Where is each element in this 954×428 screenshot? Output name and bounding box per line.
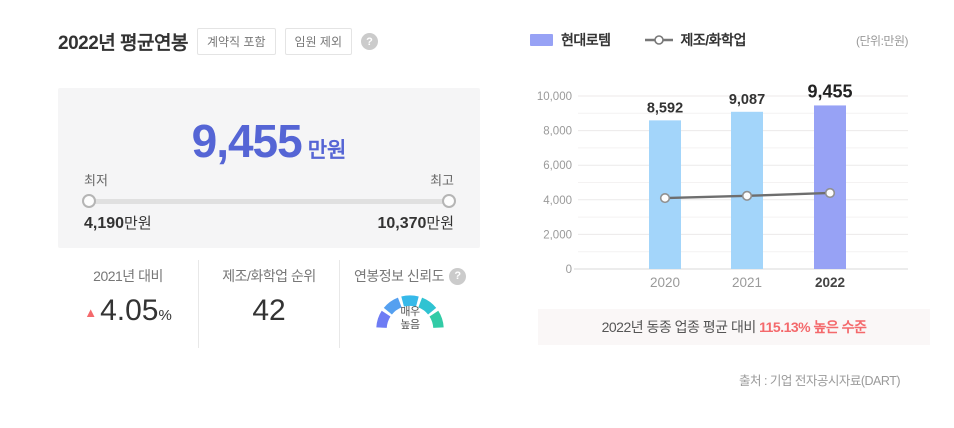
svg-text:6,000: 6,000	[543, 160, 572, 172]
svg-text:10,000: 10,000	[537, 91, 572, 103]
salary-range-slider: 최저 최고 4,190만원 10,370만원	[82, 170, 456, 233]
slider-handle-min[interactable]	[82, 194, 96, 208]
stats-row: 2021년 대비 ▲ 4.05% 제조/화학업 순위 42 연봉정보 신뢰도 ?	[58, 260, 480, 348]
annotation-prefix: 2022년 동종 업종 평균 대비	[601, 319, 760, 335]
range-values: 4,190만원 10,370만원	[84, 212, 454, 233]
gauge-segment-3	[401, 295, 419, 307]
salary-bar-chart: 0 2,000 4,000 6,000 8,000 10,000 8,592 9,087 9,4…	[537, 81, 908, 290]
svg-text:8,000: 8,000	[543, 126, 572, 138]
svg-text:8,592: 8,592	[647, 100, 683, 116]
up-arrow-icon: ▲	[84, 305, 98, 320]
left-panel: 2022년 평균연봉 계약직 포함 임원 제외 ? 9,455 만원 최저 최고 …	[58, 0, 480, 428]
badge-contract-included: 계약직 포함	[196, 28, 276, 55]
header: 2022년 평균연봉 계약직 포함 임원 제외 ?	[58, 28, 378, 55]
badge-executive-excluded: 임원 제외	[284, 28, 352, 55]
reliability-label: 연봉정보 신뢰도 ?	[354, 266, 467, 286]
svg-text:2020: 2020	[650, 275, 680, 290]
range-labels: 최저 최고	[84, 170, 454, 189]
chart-legend: 현대로템 제조/화학업 (단위:만원)	[530, 30, 909, 50]
salary-value: 9,455	[191, 115, 303, 167]
legend-company-label: 현대로템	[561, 32, 611, 48]
gauge-segment-5	[429, 310, 444, 329]
average-salary: 9,455 만원	[58, 114, 480, 168]
gauge-arc	[376, 295, 444, 329]
svg-text:0: 0	[566, 264, 572, 276]
stat-reliability: 연봉정보 신뢰도 ? 매우 높음	[339, 260, 480, 348]
min-value: 4,190만원	[84, 215, 152, 232]
page-title: 2022년 평균연봉	[58, 33, 188, 54]
svg-text:2022: 2022	[815, 275, 845, 290]
gauge-segment-1	[376, 310, 391, 329]
yoy-value: ▲ 4.05%	[84, 294, 172, 327]
stat-yoy: 2021년 대비 ▲ 4.05%	[58, 260, 198, 348]
max-label: 최고	[430, 173, 454, 188]
yoy-label: 2021년 대비	[93, 268, 163, 284]
reliability-help-icon[interactable]: ?	[449, 267, 467, 285]
source-note: 출처 : 기업 전자공시자료(DART)	[738, 374, 901, 388]
unit-note: (단위:만원)	[856, 33, 909, 48]
rank-label: 제조/화학업 순위	[222, 268, 316, 284]
slider-handle-max[interactable]	[442, 194, 456, 208]
legend-line-marker	[644, 35, 673, 45]
svg-text:9,455: 9,455	[807, 81, 852, 101]
max-value: 10,370만원	[377, 215, 454, 232]
chart-annotation: 2022년 동종 업종 평균 대비 115.13% 높은 수준	[538, 309, 930, 345]
slider-track[interactable]	[82, 194, 456, 208]
svg-text:2021: 2021	[732, 275, 762, 290]
annotation-highlight: 115.13% 높은 수준	[759, 319, 867, 335]
svg-text:4,000: 4,000	[543, 195, 572, 207]
reliability-level-text: 매우 높음	[400, 306, 420, 331]
rank-value: 42	[252, 294, 286, 327]
reliability-gauge: 매우 높음	[372, 291, 448, 339]
right-panel: 현대로템 제조/화학업 (단위:만원) 0 2,000 4,000 6,000 8,00…	[530, 0, 930, 428]
min-label: 최저	[84, 173, 108, 188]
gauge-segment-4	[418, 297, 437, 315]
percent-suffix: %	[158, 307, 172, 324]
salary-unit: 만원	[307, 139, 347, 162]
chart-box: 0 2,000 4,000 6,000 8,000 10,000 8,592 9,087 9,4…	[530, 80, 920, 300]
legend-company-swatch	[530, 34, 553, 46]
salary-card: 9,455 만원 최저 최고 4,190만원 10,370만원	[58, 88, 480, 248]
svg-text:2,000: 2,000	[543, 229, 572, 241]
svg-text:9,087: 9,087	[729, 92, 765, 108]
title-help-icon[interactable]: ?	[361, 33, 378, 50]
gauge-segment-2	[383, 297, 402, 315]
legend-industry-label: 제조/화학업	[680, 32, 747, 48]
stat-industry-rank: 제조/화학업 순위 42	[198, 260, 339, 348]
